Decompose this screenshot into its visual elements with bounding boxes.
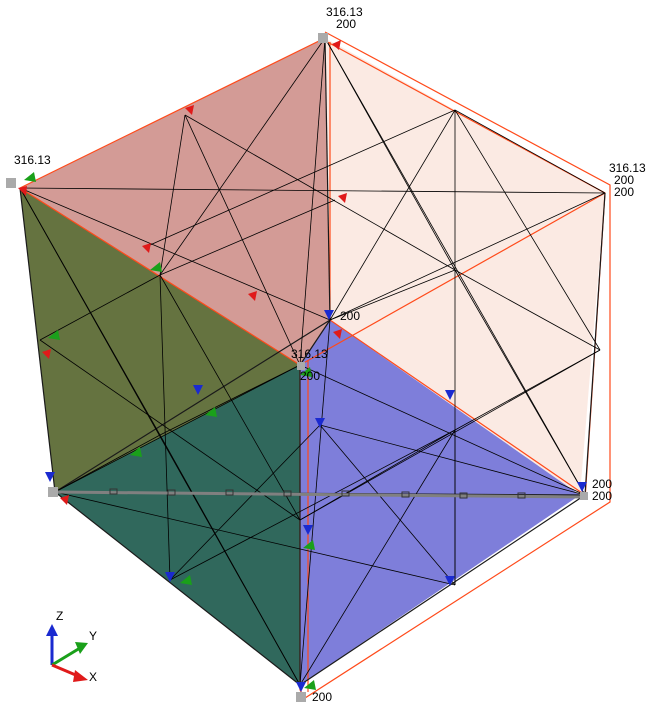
marker-blue <box>45 472 55 482</box>
label-center-a: 200 <box>340 309 360 323</box>
marker-red <box>333 329 342 339</box>
top-face <box>20 38 330 365</box>
label-mid-a: 316.13 <box>291 347 328 361</box>
red-markers <box>18 40 347 505</box>
x-axis-line <box>51 663 79 678</box>
back-right-face <box>325 38 605 495</box>
marker-red <box>332 40 341 50</box>
marker-red <box>338 193 347 203</box>
diagonals <box>19 37 606 686</box>
green-markers <box>24 172 316 690</box>
blue-markers <box>45 310 587 692</box>
front-face-2 <box>55 365 300 685</box>
bottom-beam <box>54 488 586 499</box>
marker-blue <box>445 390 455 400</box>
label-left-a: 316.13 <box>14 153 51 167</box>
corner-nodes <box>6 33 588 702</box>
marker-blue <box>324 310 334 320</box>
marker-red <box>248 291 257 301</box>
label-lowright-a: 200 <box>592 477 612 491</box>
marker-blue <box>303 525 313 535</box>
marker-blue <box>193 385 203 395</box>
triad-x-label: X <box>89 670 97 684</box>
z-axis-arrow-icon <box>46 624 58 636</box>
marker-blue <box>445 576 455 586</box>
marker-blue <box>165 572 175 582</box>
label-bottom-a: 200 <box>312 690 332 704</box>
right-face <box>300 320 580 685</box>
label-mid-b: 200 <box>300 369 320 383</box>
marker-green <box>303 540 315 550</box>
triad-z-label: Z <box>56 609 63 623</box>
marker-green <box>130 447 142 457</box>
label-top-b: 200 <box>336 17 356 31</box>
marker-green <box>24 172 36 182</box>
axis-triad: Z Y X <box>46 609 97 684</box>
y-axis-arrow-icon <box>75 642 88 654</box>
marker-green <box>205 407 217 417</box>
label-right-a: 316.13 <box>609 161 646 175</box>
x-axis-arrow-icon <box>73 670 88 682</box>
marker-red <box>42 349 51 359</box>
marker-red <box>142 243 151 253</box>
marker-red <box>60 495 69 505</box>
label-right-c: 200 <box>614 185 634 199</box>
marker-green <box>304 680 316 690</box>
y-axis-line <box>51 646 81 667</box>
marker-green <box>150 262 162 272</box>
marker-green <box>300 367 312 377</box>
marker-blue <box>315 418 325 428</box>
label-right-b: 200 <box>614 173 634 187</box>
label-top-a: 316.13 <box>326 5 363 19</box>
marker-blue <box>577 482 587 492</box>
marker-blue <box>296 682 306 692</box>
triad-y-label: Y <box>89 629 97 643</box>
marker-red <box>185 105 194 115</box>
marker-green <box>48 330 60 340</box>
marker-red <box>18 186 27 196</box>
marker-green <box>180 575 192 585</box>
label-lowright-b: 200 <box>592 489 612 503</box>
